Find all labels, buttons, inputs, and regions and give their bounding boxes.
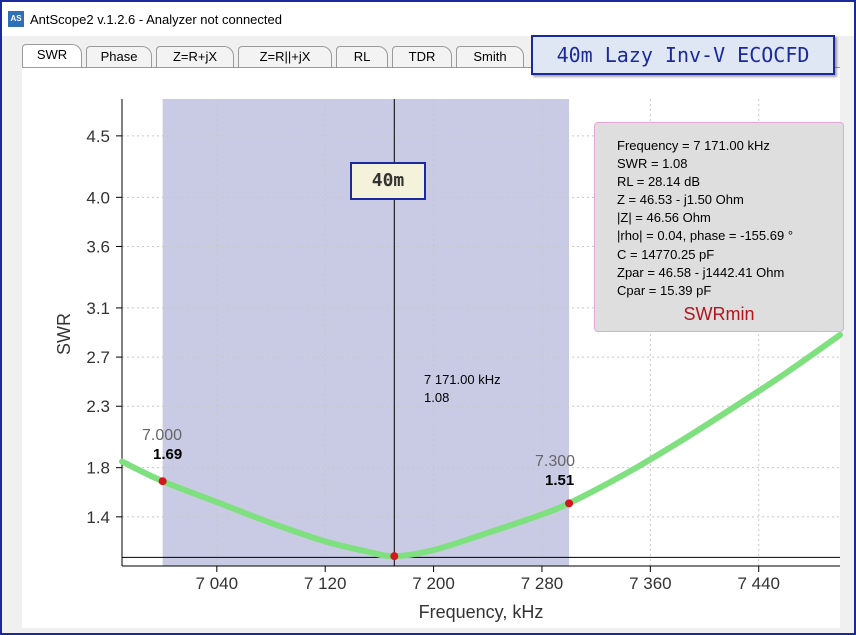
info-swr: SWR = 1.08 (617, 156, 688, 172)
y-tick-label: 2.7 (86, 348, 110, 367)
info-zpar: Zpar = 46.58 - j1442.41 Ohm (617, 264, 785, 280)
tab-rl[interactable]: RL (336, 46, 388, 67)
swr-curve (119, 331, 843, 560)
info-return-loss: RL = 28.14 dB (617, 174, 700, 190)
tab-z-series[interactable]: Z=R+jX (156, 46, 234, 67)
tab-z-parallel[interactable]: Z=R||+jX (238, 46, 332, 67)
marker-dot (158, 477, 167, 486)
title-bar: AS AntScope2 v.1.2.6 - Analyzer not conn… (2, 2, 854, 36)
info-cpar: Cpar = 15.39 pF (617, 282, 712, 298)
markers (158, 477, 574, 561)
antenna-title-banner: 40m Lazy Inv-V ECOCFD (531, 35, 835, 75)
x-tick-label: 7 120 (304, 574, 347, 593)
x-tick-label: 7 360 (629, 574, 672, 593)
y-axis-label: SWR (54, 313, 74, 355)
marker-dot (390, 552, 399, 561)
y-tick-label: 4.0 (86, 188, 110, 207)
tab-phase[interactable]: Phase (86, 46, 152, 67)
marker-2-value: 1.51 (545, 472, 575, 489)
info-impedance-magnitude: |Z| = 46.56 Ohm (617, 210, 711, 226)
marker-1-label: 7.000 (142, 427, 183, 444)
x-tick-label: 7 200 (412, 574, 455, 593)
swrmin-tag: SWRmin (683, 304, 755, 324)
info-capacitance: C = 14770.25 pF (617, 246, 715, 262)
x-tick-label: 7 440 (737, 574, 780, 593)
y-tick-label: 1.8 (86, 459, 110, 478)
info-rho: |rho| = 0.04, phase = -155.69 ° (617, 228, 794, 244)
marker-1-value: 1.69 (153, 446, 183, 463)
tab-smith[interactable]: Smith (456, 46, 524, 67)
tab-tdr[interactable]: TDR (392, 46, 452, 67)
x-tick-label: 7 280 (521, 574, 564, 593)
marker-dot (565, 499, 574, 508)
marker-2-label: 7.300 (535, 453, 576, 470)
x-tick-label: 7 040 (196, 574, 239, 593)
window-title: AntScope2 v.1.2.6 - Analyzer not connect… (30, 12, 282, 27)
y-tick-label: 4.5 (86, 127, 110, 146)
y-tick-label: 1.4 (86, 508, 110, 527)
tab-swr[interactable]: SWR (22, 44, 82, 67)
app-icon: AS (8, 11, 24, 27)
y-tick-label: 2.3 (86, 397, 110, 416)
info-impedance: Z = 46.53 - j1.50 Ohm (617, 192, 744, 208)
cursor-swr: 1.08 (424, 390, 450, 405)
cursor-readout: 7 171.00 kHz 1.08 (424, 371, 501, 407)
y-ticks: 1.4 1.8 2.3 2.7 3.1 3.6 4.0 4.5 (86, 127, 122, 527)
info-frequency: Frequency = 7 171.00 kHz (617, 138, 770, 153)
x-ticks: 7 040 7 120 7 200 7 280 7 360 7 440 (196, 566, 780, 593)
band-label: 40m (350, 162, 426, 200)
y-tick-label: 3.1 (86, 299, 110, 318)
cursor-frequency: 7 171.00 kHz (424, 372, 501, 387)
x-axis-label: Frequency, kHz (419, 602, 544, 622)
measurement-info-box: Frequency = 7 171.00 kHz SWR = 1.08 RL =… (594, 122, 844, 332)
y-tick-label: 3.6 (86, 237, 110, 256)
